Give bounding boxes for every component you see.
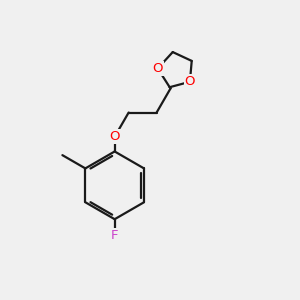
Text: O: O <box>152 62 163 75</box>
Text: O: O <box>184 75 195 88</box>
Text: O: O <box>110 130 120 143</box>
Text: F: F <box>111 229 118 242</box>
